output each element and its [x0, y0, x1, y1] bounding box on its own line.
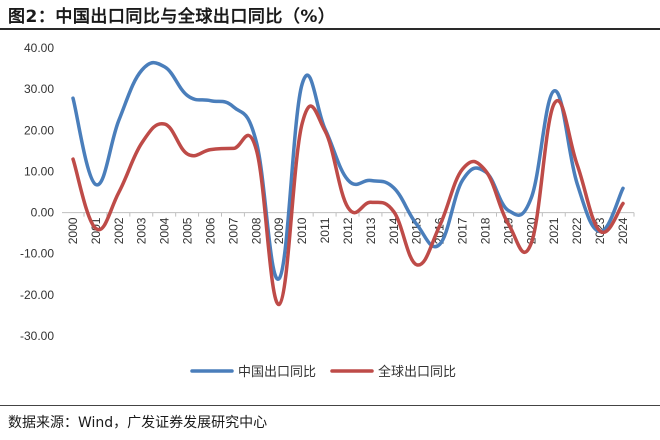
x-tick-label: 2022 [570, 217, 584, 244]
x-tick-label: 2002 [112, 217, 126, 244]
x-tick-label: 2008 [249, 217, 263, 244]
x-tick-label: 2015 [410, 217, 424, 244]
y-tick-label: 20.00 [24, 123, 54, 137]
legend-label: 全球出口同比 [378, 364, 456, 380]
series-line-global-export [71, 98, 625, 307]
line-chart: 40.00 30.00 20.00 10.00 0.00 -10.00 -20.00 -30.… [20, 41, 635, 380]
chart-title: 图2：中国出口同比与全球出口同比（%） [8, 7, 336, 27]
source-note: 数据来源：Wind，广发证券发展研究中心 [8, 415, 268, 431]
x-tick-label: 2018 [479, 217, 493, 244]
series-line-china-export [71, 60, 625, 281]
x-tick-label: 2000 [66, 217, 80, 244]
x-tick-label: 2003 [135, 217, 149, 244]
y-tick-label: 10.00 [24, 164, 54, 178]
x-tick-label: 2014 [387, 217, 401, 244]
y-tick-label: -20.00 [20, 288, 54, 302]
x-tick-label: 2021 [547, 217, 561, 244]
x-tick-label: 2013 [364, 217, 378, 244]
series-layer [71, 60, 625, 307]
x-axis: 2000 2001 2002 2003 2004 2005 2006 2007 2008 2009… [66, 212, 635, 244]
title-divider [0, 28, 660, 30]
x-tick-label: 2012 [341, 217, 355, 244]
x-tick-label: 2017 [456, 217, 470, 244]
x-tick-label: 2011 [318, 217, 332, 243]
x-tick-label: 2010 [295, 217, 309, 244]
x-tick-label: 2007 [226, 217, 240, 244]
x-tick-label: 2004 [158, 217, 172, 244]
x-tick-label: 2019 [501, 217, 515, 244]
y-tick-label: 30.00 [24, 82, 54, 96]
x-tick-label: 2005 [181, 217, 195, 244]
y-tick-label: 0.00 [31, 206, 55, 220]
y-tick-label: -10.00 [20, 247, 54, 261]
x-tick-label: 2006 [204, 217, 218, 244]
y-axis: 40.00 30.00 20.00 10.00 0.00 -10.00 -20.00 -30.… [20, 41, 634, 343]
legend-label: 中国出口同比 [238, 365, 316, 380]
y-tick-label: -30.00 [20, 329, 54, 343]
x-tick-label: 2024 [616, 217, 630, 244]
source-divider [0, 405, 660, 406]
legend: 中国出口同比 全球出口同比 [190, 364, 456, 380]
y-tick-label: 40.00 [24, 41, 54, 55]
x-tick-label: 2009 [272, 217, 286, 244]
